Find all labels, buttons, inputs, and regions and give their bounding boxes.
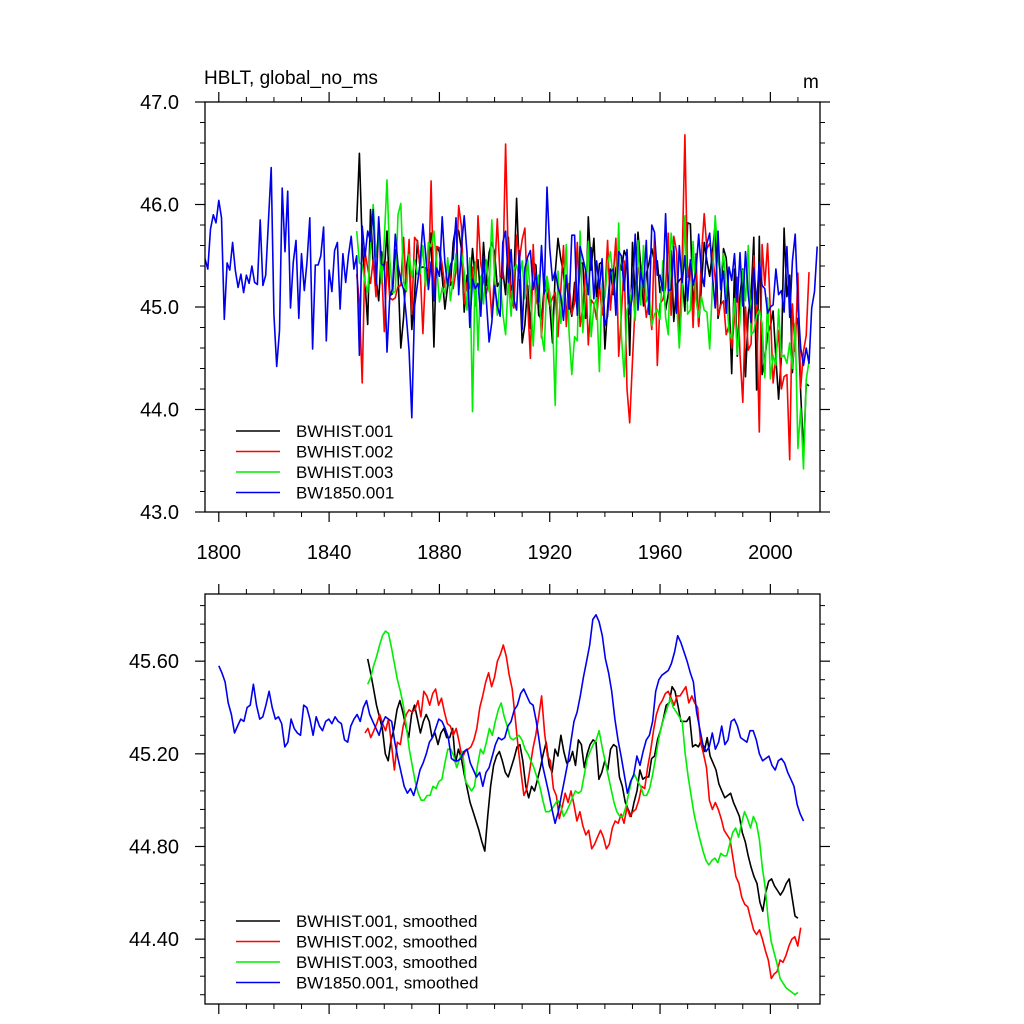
legend-label: BW1850.001, smoothed: [296, 974, 478, 993]
y-tick-label: 45.20: [129, 744, 179, 766]
y-tick-label: 44.40: [129, 929, 179, 951]
legend-label: BWHIST.001: [296, 422, 393, 441]
top-series-lines: [205, 134, 818, 470]
legend-label: BWHIST.003, smoothed: [296, 953, 477, 972]
legend-label: BWHIST.001, smoothed: [296, 912, 477, 931]
legend-label: BWHIST.003: [296, 463, 393, 482]
units-label: m: [803, 72, 819, 93]
series-line-4: [218, 613, 805, 825]
y-tick-label: 45.60: [129, 651, 179, 673]
top-axes: 1800 1840 1880 1920 1960 2000 43.0 44.0 45.0 46.0…: [140, 92, 830, 564]
top-plot-frame: [204, 101, 821, 513]
y-tick-label: 45.0: [140, 297, 179, 319]
series-line-3: [355, 179, 810, 470]
y-tick-label: 44.80: [129, 836, 179, 858]
series-line-1: [366, 658, 799, 919]
series-line-2: [364, 644, 802, 980]
bottom-series-lines: [218, 613, 805, 996]
bottom-legend: BWHIST.001, smoothed BWHIST.002, smoothed…: [236, 912, 478, 993]
y-tick-label: 43.0: [140, 502, 179, 524]
legend-label: BW1850.001: [296, 484, 394, 503]
x-tick-label: 1800: [197, 542, 242, 564]
x-tick-label: 2000: [748, 542, 793, 564]
x-tick-label: 1880: [417, 542, 462, 564]
x-tick-label: 1840: [307, 542, 352, 564]
bottom-plot-frame: [204, 593, 821, 1005]
y-tick-label: 44.0: [140, 400, 179, 422]
chart-title: HBLT, global_no_ms: [204, 68, 378, 89]
series-line-3: [366, 630, 799, 996]
y-tick-label: 46.0: [140, 195, 179, 217]
top-panel: HBLT, global_no_ms m 1800 1840 1880 1920 196…: [140, 68, 830, 564]
series-line-4: [205, 166, 818, 419]
legend-label: BWHIST.002, smoothed: [296, 933, 477, 952]
legend-label: BWHIST.002: [296, 443, 393, 462]
x-tick-label: 1960: [638, 542, 683, 564]
bottom-panel: 44.40 44.80 45.20 45.60 BWHIST.001, smoothe…: [129, 584, 830, 1014]
x-tick-label: 1920: [527, 542, 572, 564]
bottom-axes: 44.40 44.80 45.20 45.60: [129, 584, 830, 1014]
y-tick-label: 47.0: [140, 92, 179, 114]
